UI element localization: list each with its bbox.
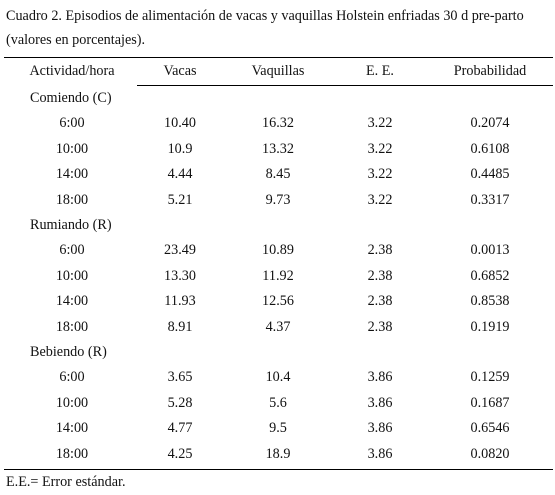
table-bottom-rule <box>4 469 553 470</box>
row-se-value: 2.38 <box>367 293 393 310</box>
row-hour: 14:00 <box>55 293 89 310</box>
table-row: 6:00 10.40 16.32 3.22 0.2074 <box>0 111 555 136</box>
table-row: 14:00 4.77 9.5 3.86 0.6546 <box>0 416 555 441</box>
table-row: 6:00 3.65 10.4 3.86 0.1259 <box>0 365 555 390</box>
row-heifers-value: 12.56 <box>262 293 294 310</box>
row-heifers-value: 9.5 <box>269 420 287 437</box>
row-cows-value: 8.91 <box>167 318 193 335</box>
row-hour: 10:00 <box>55 394 89 411</box>
group-label-row: Comiendo (C) <box>0 86 555 111</box>
header-probability: Probabilidad <box>453 63 527 79</box>
header-activity-hour: Actividad/hora <box>29 63 115 79</box>
group-label: Comiendo (C) <box>30 90 112 106</box>
row-heifers-value: 10.89 <box>262 242 294 259</box>
row-se-value: 3.22 <box>367 115 393 132</box>
row-probability-value: 0.0820 <box>470 445 510 462</box>
row-cows-value: 10.9 <box>167 140 193 157</box>
table-footnote: E.E.= Error estándar. <box>6 474 126 490</box>
group-label: Rumiando (R) <box>30 217 112 233</box>
row-se-value: 3.86 <box>367 369 393 386</box>
row-heifers-value: 10.4 <box>265 369 291 386</box>
row-se-value: 3.86 <box>367 394 393 411</box>
row-probability-value: 0.2074 <box>470 115 510 132</box>
table-row: 10:00 10.9 13.32 3.22 0.6108 <box>0 137 555 162</box>
row-cows-value: 11.93 <box>164 293 196 310</box>
row-cows-value: 4.77 <box>167 420 193 437</box>
row-hour: 10:00 <box>55 140 89 157</box>
table-row: 18:00 4.25 18.9 3.86 0.0820 <box>0 442 555 467</box>
row-cows-value: 13.30 <box>164 267 196 284</box>
row-probability-value: 0.1259 <box>470 369 510 386</box>
row-hour: 10:00 <box>55 267 89 284</box>
table-header-rule <box>137 85 553 86</box>
group-label-row: Bebiendo (R) <box>0 340 555 365</box>
row-hour: 18:00 <box>55 445 89 462</box>
row-heifers-value: 18.9 <box>265 445 291 462</box>
row-heifers-value: 5.6 <box>269 394 287 411</box>
row-se-value: 2.38 <box>367 242 393 259</box>
row-heifers-value: 8.45 <box>265 166 291 183</box>
row-probability-value: 0.4485 <box>470 166 510 183</box>
row-probability-value: 0.0013 <box>470 242 510 259</box>
group-label-row: Rumiando (R) <box>0 213 555 238</box>
row-heifers-value: 9.73 <box>265 191 291 208</box>
row-se-value: 3.22 <box>367 166 393 183</box>
row-hour: 14:00 <box>55 166 89 183</box>
row-cows-value: 4.25 <box>167 445 193 462</box>
row-se-value: 3.86 <box>367 420 393 437</box>
table-row: 10:00 5.28 5.6 3.86 0.1687 <box>0 391 555 416</box>
header-cows: Vacas <box>163 63 197 79</box>
row-hour: 6:00 <box>59 242 85 259</box>
row-cows-value: 5.28 <box>167 394 193 411</box>
row-probability-value: 0.6108 <box>470 140 510 157</box>
row-cows-value: 10.40 <box>164 115 196 132</box>
row-probability-value: 0.6546 <box>470 420 510 437</box>
row-probability-value: 0.1919 <box>470 318 510 335</box>
row-heifers-value: 16.32 <box>262 115 294 132</box>
row-probability-value: 0.1687 <box>470 394 510 411</box>
row-cows-value: 3.65 <box>167 369 193 386</box>
row-cows-value: 4.44 <box>167 166 193 183</box>
row-probability-value: 0.8538 <box>470 293 510 310</box>
row-se-value: 2.38 <box>367 318 393 335</box>
table-row: 6:00 23.49 10.89 2.38 0.0013 <box>0 238 555 263</box>
row-se-value: 3.22 <box>367 191 393 208</box>
row-hour: 6:00 <box>59 115 85 132</box>
table-top-rule <box>4 57 553 58</box>
row-se-value: 2.38 <box>367 267 393 284</box>
header-standard-error: E. E. <box>366 63 394 79</box>
row-cows-value: 5.21 <box>167 191 193 208</box>
table-row: 14:00 4.44 8.45 3.22 0.4485 <box>0 162 555 187</box>
row-cows-value: 23.49 <box>164 242 196 259</box>
row-hour: 14:00 <box>55 420 89 437</box>
table-row: 18:00 5.21 9.73 3.22 0.3317 <box>0 188 555 213</box>
table-header-row: Actividad/hora Vacas Vaquillas E. E. Pro… <box>0 59 555 84</box>
row-hour: 6:00 <box>59 369 85 386</box>
group-label: Bebiendo (R) <box>30 344 107 360</box>
row-heifers-value: 4.37 <box>265 318 291 335</box>
table-row: 14:00 11.93 12.56 2.38 0.8538 <box>0 289 555 314</box>
row-se-value: 3.86 <box>367 445 393 462</box>
caption-line-2: (valores en porcentajes). <box>6 32 146 48</box>
table-row: 18:00 8.91 4.37 2.38 0.1919 <box>0 315 555 340</box>
row-heifers-value: 11.92 <box>262 267 294 284</box>
row-probability-value: 0.3317 <box>470 191 510 208</box>
row-probability-value: 0.6852 <box>470 267 510 284</box>
row-heifers-value: 13.32 <box>262 140 294 157</box>
table-caption: Cuadro 2. Episodios de alimentación de v… <box>6 4 555 52</box>
table-row: 10:00 13.30 11.92 2.38 0.6852 <box>0 264 555 289</box>
row-hour: 18:00 <box>55 318 89 335</box>
caption-line-1: Cuadro 2. Episodios de alimentación de v… <box>6 8 524 24</box>
row-hour: 18:00 <box>55 191 89 208</box>
header-heifers: Vaquillas <box>251 63 305 79</box>
row-se-value: 3.22 <box>367 140 393 157</box>
